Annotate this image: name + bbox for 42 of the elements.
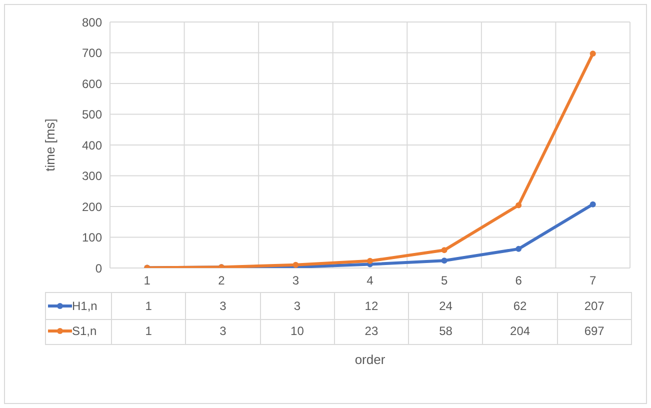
y-tick-label: 200 bbox=[82, 200, 102, 214]
legend-label: S1,n bbox=[72, 324, 97, 338]
y-tick-label: 500 bbox=[82, 108, 102, 122]
x-tick-label: 6 bbox=[515, 274, 522, 288]
data-label: 204 bbox=[483, 318, 558, 344]
point bbox=[441, 258, 448, 264]
point bbox=[441, 247, 448, 254]
data-label: 3 bbox=[186, 318, 261, 344]
data-label: 58 bbox=[409, 318, 484, 344]
data-label: 12 bbox=[334, 293, 410, 319]
data-label: 3 bbox=[186, 293, 261, 319]
y-tick-label: 600 bbox=[82, 76, 102, 91]
data-label: 3 bbox=[260, 293, 335, 319]
y-tick-label: 800 bbox=[82, 15, 102, 30]
point bbox=[516, 246, 522, 252]
data-label: 62 bbox=[483, 293, 558, 319]
point bbox=[292, 262, 299, 268]
data-label: 697 bbox=[558, 318, 632, 344]
x-tick-label: 3 bbox=[292, 274, 300, 288]
x-tick-label: 4 bbox=[366, 274, 374, 288]
data-label: 23 bbox=[334, 318, 410, 344]
x-axis-title: order bbox=[354, 352, 386, 367]
data-label: 1 bbox=[112, 293, 186, 319]
data-label: 207 bbox=[558, 293, 632, 319]
y-tick-label: 100 bbox=[82, 230, 102, 245]
y-tick-label: 400 bbox=[82, 138, 102, 152]
x-tick-label: 5 bbox=[440, 274, 448, 288]
point bbox=[516, 202, 522, 208]
point bbox=[590, 201, 596, 208]
y-tick-label: 0 bbox=[95, 261, 102, 276]
y-tick-label: 300 bbox=[82, 169, 102, 184]
data-label: 24 bbox=[409, 293, 484, 319]
data-label: 10 bbox=[260, 318, 335, 344]
y-axis-title: time [ms] bbox=[42, 118, 58, 172]
y-tick-label: 700 bbox=[82, 46, 102, 60]
legend-label: H1,n bbox=[72, 299, 98, 313]
x-tick-label: 1 bbox=[144, 274, 151, 288]
x-tick-label: 2 bbox=[218, 274, 226, 288]
data-label: 1 bbox=[112, 318, 186, 344]
point bbox=[367, 258, 373, 264]
x-tick-label: 7 bbox=[590, 274, 597, 288]
point bbox=[590, 50, 596, 57]
